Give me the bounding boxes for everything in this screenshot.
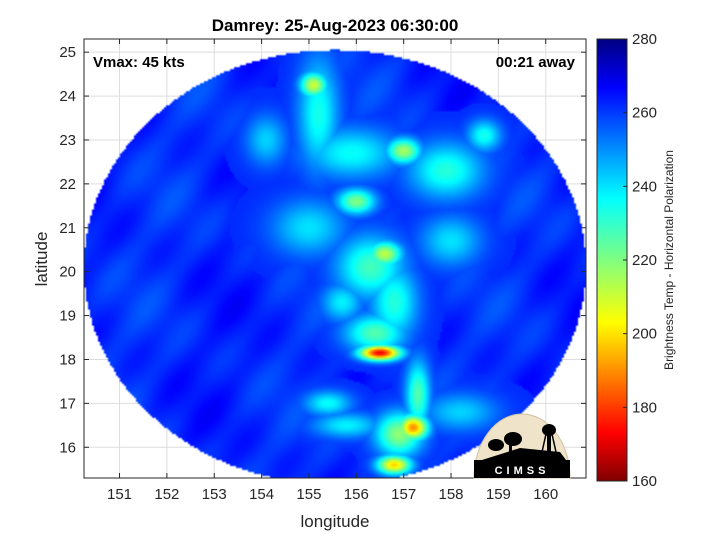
x-tick-label: 155 [296,486,321,503]
x-tick-label: 157 [391,486,416,503]
y-tick-label: 21 [59,220,76,237]
time-away-annotation: 00:21 away [496,54,576,71]
colorbar-gradient [596,38,628,482]
colorbar-ticks: 160 180 200 220 240 260 280 [623,31,657,490]
y-tick-label: 25 [59,44,76,61]
y-axis: 16 17 18 19 20 21 22 23 24 25 [59,44,586,456]
colorbar-tick-label: 240 [632,178,657,195]
x-axis: 151 152 153 154 155 156 157 158 159 160 [107,39,558,503]
y-tick-label: 20 [59,264,76,281]
colorbar-tick-label: 280 [632,31,657,48]
colorbar-tick-label: 160 [632,473,657,490]
colorbar-tick-label: 200 [632,326,657,343]
x-tick-label: 151 [107,486,132,503]
y-axis-label: latitude [32,232,51,287]
y-tick-label: 18 [59,351,76,368]
satellite-dish-icon [488,432,522,452]
x-tick-label: 159 [486,486,511,503]
colorbar-tick-label: 180 [632,399,657,416]
x-axis-label: longitude [300,512,369,531]
y-tick-label: 17 [59,395,76,412]
logo-building-shape [482,448,566,460]
colorbar-tick-label: 260 [632,105,657,122]
brightness-temp-swath [84,39,586,478]
colorbar-tick-label: 220 [632,252,657,269]
colorbar-label: Brightness Temp - Horizontal Polarizatio… [662,150,676,370]
x-tick-label: 153 [202,486,227,503]
y-tick-label: 23 [59,132,76,149]
chart-title: Damrey: 25-Aug-2023 06:30:00 [212,16,459,35]
x-tick-label: 160 [533,486,558,503]
y-tick-label: 22 [59,176,76,193]
water-tower-icon [541,424,557,453]
x-tick-label: 154 [249,486,274,503]
vmax-annotation: Vmax: 45 kts [93,54,185,71]
plot-frame [83,38,587,479]
colorbar: 160 180 200 220 240 260 280 Brightness Temp - … [596,31,676,490]
x-tick-label: 158 [439,486,464,503]
cimss-logo: CIMSS [473,413,571,479]
y-tick-label: 24 [59,88,76,105]
y-tick-label: 16 [59,439,76,456]
x-tick-label: 156 [344,486,369,503]
x-tick-label: 152 [154,486,179,503]
logo-base [474,460,570,478]
logo-text: CIMSS [495,465,550,477]
y-tick-label: 19 [59,308,76,325]
